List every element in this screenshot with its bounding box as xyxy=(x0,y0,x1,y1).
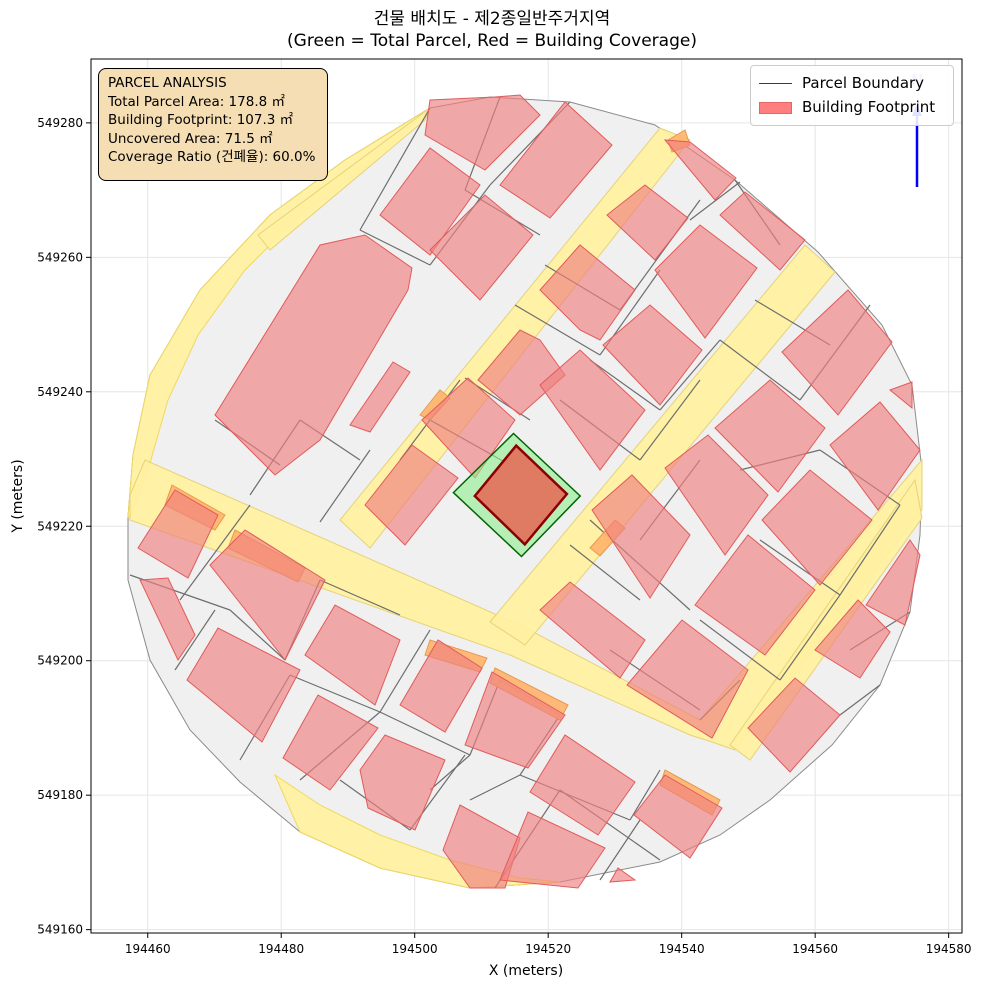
x-axis: 194460 194480 194500 194520 194540 194560 1945… xyxy=(125,933,972,956)
y-tick-label: 549180 xyxy=(37,788,83,802)
map-layer xyxy=(127,94,923,889)
y-axis-label: Y (meters) xyxy=(10,459,26,533)
legend-line-swatch xyxy=(759,83,792,84)
parcel-analysis-heading: PARCEL ANALYSIS xyxy=(108,75,227,91)
x-tick-label: 194580 xyxy=(926,942,972,956)
x-tick-label: 194520 xyxy=(525,942,571,956)
y-tick-label: 549220 xyxy=(37,519,83,533)
building-footprints xyxy=(137,94,921,889)
x-tick-label: 194500 xyxy=(392,942,438,956)
y-tick-label: 549200 xyxy=(37,654,83,668)
y-tick-label: 549240 xyxy=(37,385,83,399)
chart-title-line1: 건물 배치도 - 제2종일반주거지역 xyxy=(373,9,611,29)
target-building-footprint[interactable] xyxy=(473,443,569,547)
x-tick-label: 194480 xyxy=(258,942,304,956)
legend-patch-swatch xyxy=(759,101,792,114)
x-tick-label: 194560 xyxy=(792,942,838,956)
legend-label-parcel-boundary: Parcel Boundary xyxy=(802,74,925,92)
legend-item-parcel-boundary: Parcel Boundary xyxy=(759,72,924,94)
legend-label-building-footprint: Building Footprint xyxy=(802,98,936,116)
road-east-branch xyxy=(729,478,923,761)
building-footprint-area: Building Footprint: 107.3 ㎡ xyxy=(108,112,294,128)
y-tick-label: 549280 xyxy=(37,116,83,130)
uncovered-area: Uncovered Area: 71.5 ㎡ xyxy=(108,130,273,147)
x-tick-label: 194540 xyxy=(659,942,705,956)
legend: Parcel Boundary Building Footprint xyxy=(750,65,954,126)
total-parcel-area: Total Parcel Area: 178.8 ㎡ xyxy=(108,93,285,110)
y-tick-label: 549160 xyxy=(37,923,83,937)
x-tick-label: 194460 xyxy=(125,942,171,956)
road-northeast-lower xyxy=(489,244,836,646)
chart-title: 건물 배치도 - 제2종일반주거지역 (Green = Total Parcel… xyxy=(0,8,984,52)
chart-title-line2: (Green = Total Parcel, Red = Building Co… xyxy=(287,31,697,51)
y-tick-label: 549260 xyxy=(37,250,83,264)
x-axis-label: X (meters) xyxy=(489,963,563,979)
road-northwest xyxy=(257,106,432,251)
axes-frame xyxy=(90,58,963,934)
y-axis: 549280 549260 549240 549220 549200 549180 5491… xyxy=(37,116,91,937)
parcel-analysis-box: PARCEL ANALYSIS Total Parcel Area: 178.8… xyxy=(98,68,328,181)
coverage-ratio: Coverage Ratio (건폐율): 60.0% xyxy=(108,149,316,165)
legend-item-building-footprint: Building Footprint xyxy=(759,96,935,118)
